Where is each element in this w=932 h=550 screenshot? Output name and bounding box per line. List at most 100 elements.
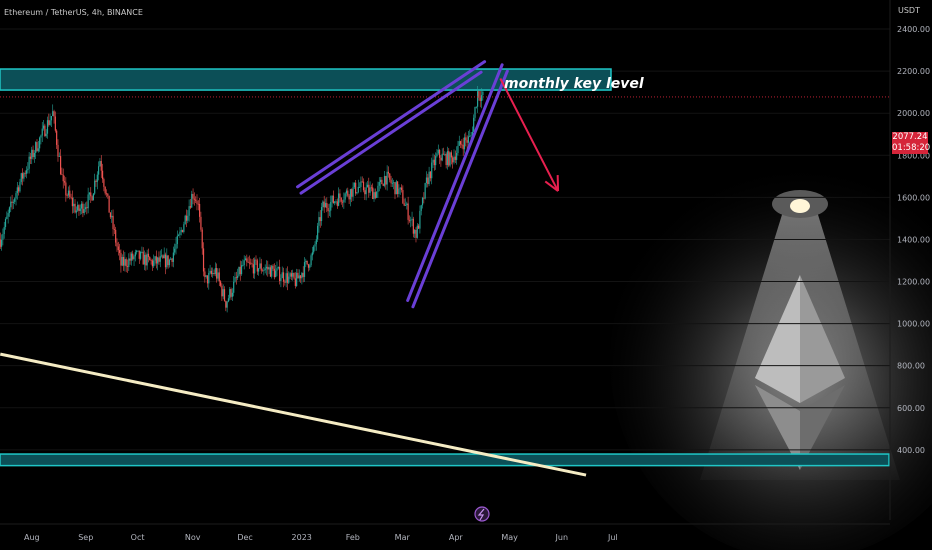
candle-18 (23, 173, 25, 179)
candle-340 (445, 154, 447, 165)
candle-100 (130, 253, 133, 261)
candle-328 (429, 171, 432, 179)
candle-2 (2, 234, 4, 240)
candle-301 (394, 182, 396, 195)
candle-287 (376, 191, 378, 198)
candle-52 (67, 190, 70, 196)
candle-17 (21, 173, 24, 179)
y-tick-label-0: 400.00 (897, 446, 925, 455)
candle-354 (463, 137, 466, 150)
x-tick-label-2: Oct (131, 533, 145, 542)
candle-277 (362, 181, 365, 191)
candle-143 (187, 215, 189, 221)
lamp-bulb (790, 199, 810, 213)
candle-347 (454, 156, 456, 160)
x-tick-label-9: May (501, 533, 518, 542)
candle-99 (129, 258, 131, 261)
candle-59 (77, 205, 79, 211)
candle-138 (180, 230, 182, 232)
candle-56 (73, 203, 75, 207)
candle-330 (432, 159, 434, 163)
candle-342 (448, 151, 450, 166)
candle-156 (204, 271, 206, 277)
candle-142 (185, 215, 188, 221)
candle-240 (314, 244, 316, 247)
candle-198 (259, 263, 261, 269)
candle-332 (435, 156, 437, 166)
x-tick-label-1: Sep (78, 533, 93, 542)
candle-280 (366, 184, 369, 188)
candle-107 (139, 251, 142, 259)
candle-164 (214, 268, 216, 275)
candle-242 (317, 225, 319, 240)
candle-189 (247, 261, 249, 263)
candle-136 (178, 234, 180, 236)
candle-343 (449, 152, 451, 166)
candle-264 (345, 190, 348, 194)
candle-251 (328, 210, 331, 212)
candle-105 (137, 250, 139, 252)
candle-306 (400, 187, 403, 191)
candle-87 (113, 229, 115, 230)
candle-74 (96, 174, 98, 182)
candle-227 (297, 272, 299, 279)
candle-160 (209, 270, 211, 273)
candle-170 (222, 289, 224, 297)
candle-314 (411, 218, 413, 220)
candle-4 (4, 218, 7, 227)
candle-144 (188, 206, 190, 216)
candle-169 (221, 285, 223, 297)
candle-298 (390, 179, 392, 184)
candle-179 (234, 277, 236, 282)
candle-85 (111, 215, 113, 218)
candle-232 (303, 262, 306, 277)
candle-127 (166, 255, 168, 268)
candle-315 (412, 218, 414, 234)
candle-157 (205, 275, 207, 277)
candle-128 (167, 255, 169, 266)
candle-113 (147, 253, 150, 257)
key-level-zone-1 (0, 453, 890, 467)
candle-325 (425, 177, 428, 183)
candle-188 (246, 258, 248, 262)
candle-25 (32, 149, 34, 158)
candle-361 (473, 117, 475, 132)
candle-1 (0, 239, 3, 247)
candle-193 (252, 264, 254, 274)
ethereum-logo-facet-bottom-left (755, 385, 800, 470)
candle-161 (210, 270, 213, 275)
candle-71 (92, 193, 94, 201)
lightning-glyph (477, 508, 485, 521)
candle-48 (62, 174, 64, 182)
candle-358 (469, 135, 471, 137)
candle-302 (395, 181, 397, 195)
candle-299 (391, 182, 393, 184)
candle-38 (49, 120, 51, 125)
candle-255 (334, 201, 336, 204)
candle-106 (138, 250, 140, 259)
candle-148 (193, 198, 195, 200)
candle-288 (377, 185, 379, 192)
candle-45 (58, 156, 60, 157)
candle-35 (45, 133, 47, 137)
candle-80 (104, 186, 106, 194)
candle-359 (470, 135, 472, 136)
candle-337 (441, 153, 443, 161)
candle-89 (116, 242, 118, 247)
candle-236 (309, 265, 311, 268)
candle-132 (172, 252, 174, 262)
candle-70 (91, 196, 93, 201)
candle-246 (322, 201, 324, 208)
candle-291 (381, 179, 383, 185)
candle-334 (437, 149, 439, 154)
candle-185 (242, 265, 244, 266)
candle-250 (327, 207, 329, 212)
candle-344 (450, 152, 452, 158)
candle-84 (109, 212, 112, 218)
candle-175 (229, 289, 231, 299)
candle-102 (133, 256, 135, 260)
candle-34 (44, 125, 46, 137)
candle-73 (95, 180, 97, 182)
candle-208 (272, 265, 274, 269)
